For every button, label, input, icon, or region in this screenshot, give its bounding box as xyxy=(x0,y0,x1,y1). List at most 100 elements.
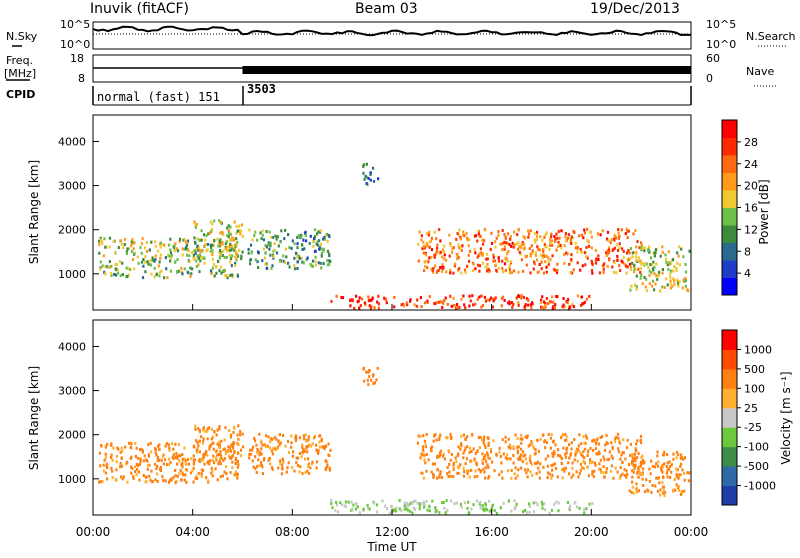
echo-cell xyxy=(158,443,161,447)
echo-cell xyxy=(143,246,147,250)
echo-cell xyxy=(563,253,566,256)
echo-cell xyxy=(615,271,618,275)
echo-cell xyxy=(498,450,501,454)
echo-cell xyxy=(441,501,444,505)
date-title: 19/Dec/2013 xyxy=(590,1,680,17)
echo-cell xyxy=(448,470,451,474)
echo-cell xyxy=(565,447,568,451)
echo-cell xyxy=(534,251,537,255)
echo-cell xyxy=(493,509,496,513)
echo-cell xyxy=(198,450,201,454)
echo-cell xyxy=(639,460,642,464)
colorbar-swatch xyxy=(722,155,737,173)
echo-cell xyxy=(533,452,537,456)
echo-cell xyxy=(200,229,203,233)
echo-cell xyxy=(136,463,139,467)
y-tick-label: 3000 xyxy=(58,385,86,398)
echo-cell xyxy=(158,458,161,462)
echo-cell xyxy=(192,466,195,470)
echo-cell xyxy=(218,251,221,254)
echo-cell xyxy=(591,460,594,464)
echo-cell xyxy=(439,250,442,254)
echo-cell xyxy=(199,259,202,263)
echo-cell xyxy=(262,458,265,462)
echo-cell xyxy=(304,433,307,437)
echo-cell xyxy=(197,444,200,448)
echo-cell xyxy=(213,274,216,278)
echo-cell xyxy=(197,427,200,431)
time-axis-ticks: 00:00 04:00 08:00 12:00 16:00 20:00 00:00 xyxy=(76,304,708,539)
echo-cell xyxy=(350,500,353,504)
echo-cell xyxy=(180,267,183,270)
echo-cell xyxy=(618,264,621,268)
echo-cell xyxy=(104,445,107,449)
echo-cell xyxy=(499,455,502,458)
echo-cell xyxy=(298,256,301,260)
echo-cell xyxy=(291,454,294,458)
echo-cell xyxy=(647,249,650,252)
echo-cell xyxy=(114,478,117,481)
echo-cell xyxy=(261,229,264,233)
echo-cell xyxy=(227,445,230,449)
echo-cell xyxy=(344,505,347,509)
echo-cell xyxy=(298,470,301,474)
echo-cell xyxy=(211,266,215,270)
echo-cell xyxy=(602,270,605,274)
echo-cell xyxy=(657,476,660,480)
echo-cell xyxy=(209,445,212,448)
echo-cell xyxy=(489,296,493,300)
echo-cell xyxy=(262,238,265,242)
echo-cell xyxy=(678,473,681,477)
echo-cell xyxy=(658,493,662,497)
power-panel-frame xyxy=(92,114,692,311)
echo-cell xyxy=(562,446,565,450)
echo-cell xyxy=(516,451,519,455)
echo-cell xyxy=(144,270,147,274)
echo-cell xyxy=(226,226,229,230)
echo-cell xyxy=(110,273,113,277)
echo-cell xyxy=(509,457,512,461)
echo-cell xyxy=(487,465,490,469)
echo-cell xyxy=(525,471,528,475)
echo-cell xyxy=(415,304,418,308)
echo-cell xyxy=(609,469,612,473)
echo-cell xyxy=(272,254,275,258)
echo-cell xyxy=(613,238,616,242)
echo-cell xyxy=(174,474,177,478)
echo-cell xyxy=(184,240,188,244)
echo-cell xyxy=(223,438,226,442)
echo-cell xyxy=(566,237,569,241)
echo-cell xyxy=(606,264,609,268)
echo-cell xyxy=(249,262,252,266)
echo-cell xyxy=(481,461,484,465)
echo-cell xyxy=(684,284,687,288)
echo-cell xyxy=(653,272,656,276)
echo-cell xyxy=(610,238,613,242)
echo-cell xyxy=(557,509,560,513)
echo-cell xyxy=(462,433,465,437)
echo-cell xyxy=(585,507,588,511)
echo-cell xyxy=(528,232,531,236)
colorbar-tick-label: 25 xyxy=(744,402,758,415)
echo-cell xyxy=(639,434,643,438)
echo-cell xyxy=(627,257,630,261)
echo-cell xyxy=(524,508,527,512)
colorbar-swatch xyxy=(722,368,737,389)
echo-cell xyxy=(257,449,260,453)
echo-cell xyxy=(513,472,516,476)
echo-cell xyxy=(428,504,431,508)
echo-cell xyxy=(673,282,676,286)
echo-cell xyxy=(238,224,241,228)
echo-cell xyxy=(608,450,611,454)
echo-cell xyxy=(520,294,523,298)
echo-cell xyxy=(478,446,481,449)
echo-cell xyxy=(565,438,568,442)
echo-cell xyxy=(126,274,129,278)
echo-cell xyxy=(528,505,531,508)
echo-cell xyxy=(260,439,263,443)
echo-cell xyxy=(614,466,617,470)
echo-cell xyxy=(287,233,290,237)
echo-cell xyxy=(195,247,198,251)
echo-cell xyxy=(119,450,122,454)
time-tick-label: 00:00 xyxy=(76,525,111,539)
